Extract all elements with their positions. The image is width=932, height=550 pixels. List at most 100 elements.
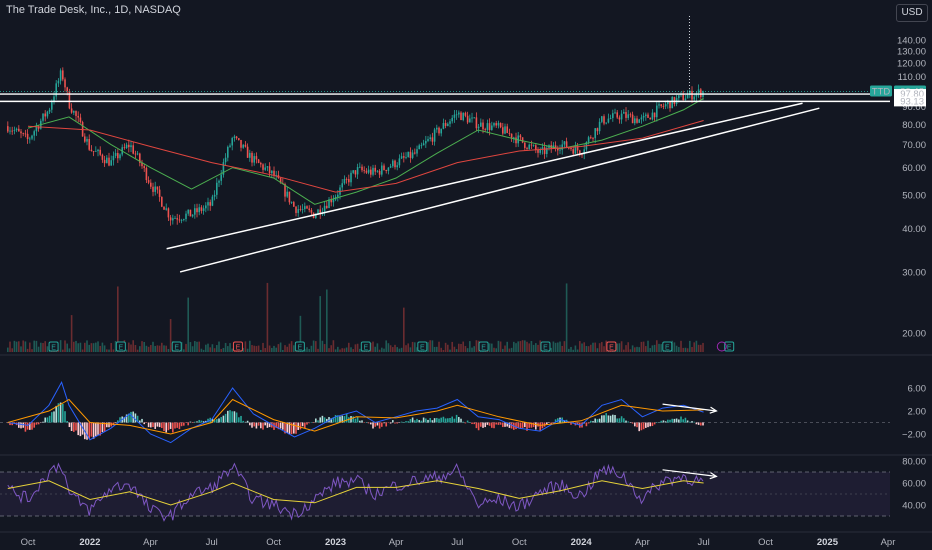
candle-body [244,144,247,147]
candle-body [169,217,172,221]
macd-hist-bar [554,419,557,423]
volume-bar [350,347,352,352]
candle [277,170,280,179]
candle [660,103,663,109]
candle [205,202,207,213]
macd-hist-bar [477,422,480,431]
candle [46,110,49,119]
macd-hist-bar [308,422,311,424]
macd-hist-bar [288,422,291,435]
macd-hist-bar [253,422,256,427]
macd-hist-bar [145,422,148,423]
candle [101,153,104,163]
candle [165,203,168,211]
macd-hist-bar [227,410,229,423]
macd-hist-bar [260,422,262,429]
candle [416,145,418,157]
volume-bar [134,345,137,352]
earnings-marker-box [606,341,617,352]
price-axis-tick: 20.00 [902,329,926,340]
earnings-marker-label: E [481,345,486,352]
candle [636,115,638,124]
macd-hist-bar [268,422,271,428]
candle [629,112,632,118]
candle-body [480,122,482,127]
candle-body [163,206,165,210]
macd-hist-bar [394,422,396,424]
candle [429,134,432,142]
volume-bar [636,346,638,352]
candle [396,162,399,171]
volume-bar [150,345,152,352]
macd-hist-bar [183,422,185,426]
candle-body [48,109,51,112]
macd-hist-bar [51,412,53,423]
candle-body [372,167,374,175]
currency-button[interactable]: USD [896,4,928,22]
candle-body [515,137,517,144]
candle [288,191,291,205]
volume-bar [620,341,623,352]
macd-hist-bar [143,422,146,425]
macd-hist-bar [528,422,531,428]
candle [11,126,14,135]
candle [231,136,234,151]
candle [22,132,25,137]
macd-hist-bar [35,422,38,425]
volume-bar [370,342,372,352]
candle [169,215,172,226]
volume-bar [299,315,302,352]
candle-body [185,213,187,220]
candle [24,129,27,138]
candle-body [97,149,99,152]
candle [213,190,216,201]
macd-hist-bar [475,422,478,429]
candle [504,123,506,135]
macd-hist-bar [440,417,443,423]
candle [524,142,526,151]
candle-body [304,206,306,210]
volume-bar [581,343,583,352]
macd-hist-bar [37,422,40,425]
macd-hist-bar [590,420,592,423]
candle-body [295,206,297,213]
candle-body [70,108,73,113]
candle-body [447,123,449,126]
macd-hist-bar [455,414,458,423]
volume-bar [209,347,212,352]
volume-bar [383,348,385,352]
candle [156,186,159,194]
macd-hist-bar [356,416,359,423]
macd-hist-bar [304,422,306,429]
volume-bar [429,340,432,352]
macd-hist-bar [616,418,619,423]
volume-bar [392,347,394,352]
candle-body [429,137,432,140]
candle [123,143,126,150]
volume-bar [394,344,396,352]
candle-body [409,151,412,158]
volume-bar [229,343,231,352]
macd-hist-bar [658,422,660,423]
macd-hist-bar [282,422,284,430]
candle-body [464,112,467,116]
macd-hist-bar [482,422,484,428]
candle-body [689,90,691,96]
macd-hist-bar [86,422,88,440]
volume-bar [627,342,630,352]
volume-bar [499,341,502,352]
volume-bar [471,347,473,352]
candle-body [20,131,22,134]
candle-body [271,170,273,174]
candle [436,124,438,133]
earnings-marker-box [662,341,673,352]
candle [392,159,394,168]
candle-body [156,186,159,190]
macd-hist-bar [64,411,66,423]
earnings-marker-box [232,341,243,352]
candle-body [458,112,460,115]
volume-bar [693,342,696,352]
volume-bar [277,344,280,352]
macd-hist-bar [24,422,27,432]
